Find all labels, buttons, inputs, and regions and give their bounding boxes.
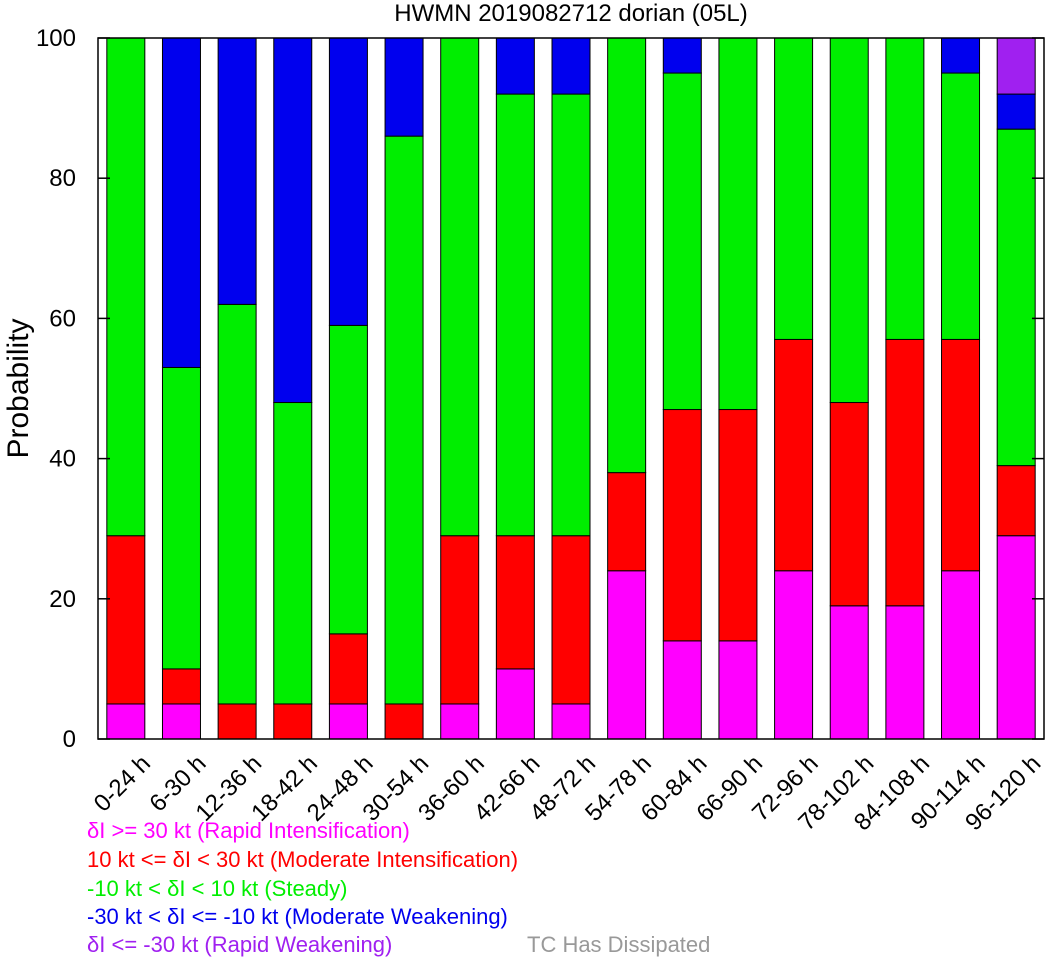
bar-segment [829, 605, 869, 740]
bar-segment [996, 93, 1036, 130]
bar-segment [774, 338, 814, 572]
legend-steady: -10 kt < δI < 10 kt (Steady) [87, 876, 348, 901]
legend-moderate-intensification: 10 kt <= δI < 30 kt (Moderate Intensific… [87, 847, 519, 872]
bar-segment [217, 703, 257, 740]
bar-segment [106, 703, 146, 740]
y-tick-label: 80 [49, 165, 76, 192]
bar-segment [662, 37, 702, 74]
bar-segment [718, 640, 758, 740]
bar-segment [495, 93, 535, 537]
bar-segment [551, 703, 591, 740]
bar-segment [996, 128, 1036, 467]
bar-segment [885, 37, 925, 340]
bar-segment [829, 37, 869, 404]
y-tick-label: 100 [36, 25, 76, 52]
bar-segment [662, 72, 702, 411]
bar-segment [328, 324, 368, 635]
legend-rapid-weakening: δI <= -30 kt (Rapid Weakening) [87, 932, 393, 957]
plot-frame [97, 37, 1045, 740]
y-tick-label: 0 [63, 726, 76, 753]
bar-segment [328, 37, 368, 326]
bar-segment [161, 668, 201, 705]
bar-segment [941, 570, 981, 740]
y-tick-label: 20 [49, 586, 76, 613]
bar-segment [440, 535, 480, 705]
bar-segment [607, 37, 647, 474]
bar-segment [941, 338, 981, 572]
bar-segment [161, 366, 201, 670]
bar-segment [551, 37, 591, 95]
bar-segment [217, 303, 257, 705]
bar-segment [440, 37, 480, 537]
y-tick-label: 60 [49, 305, 76, 332]
bar-segment [996, 535, 1036, 740]
bar-segment [273, 703, 313, 740]
legend-moderate-weakening: -30 kt < δI <= -10 kt (Moderate Weakenin… [87, 904, 508, 929]
bar-segment [941, 72, 981, 340]
bar-segment [273, 402, 313, 705]
bar-segment [551, 535, 591, 705]
bar-segment [718, 37, 758, 411]
bar-segment [774, 570, 814, 740]
legend-tc-dissipated: TC Has Dissipated [527, 932, 711, 957]
bar-segment [662, 409, 702, 642]
bar-segment [829, 402, 869, 607]
bar-segment [106, 535, 146, 705]
bar-segment [273, 37, 313, 404]
bar-segment [328, 633, 368, 705]
bar-segment [384, 703, 424, 740]
bar-segment [161, 37, 201, 368]
bar-segment [941, 37, 981, 74]
bar-segment [662, 640, 702, 740]
bar-segment [495, 535, 535, 670]
bar-segment [495, 668, 535, 740]
bar-segment [328, 703, 368, 740]
bar-segment [607, 472, 647, 572]
legend-rapid-intensification: δI >= 30 kt (Rapid Intensification) [87, 818, 410, 843]
bar-segment [440, 703, 480, 740]
bar-segment [718, 409, 758, 642]
bar-segment [607, 570, 647, 740]
bar-segment [384, 135, 424, 705]
x-tick-label: 0-24 h [89, 750, 156, 817]
bar-segment [885, 605, 925, 740]
bar-segment [885, 338, 925, 607]
bar-segment [106, 37, 146, 537]
bar-segment [774, 37, 814, 340]
bar-segment [384, 37, 424, 137]
bar-segment [161, 703, 201, 740]
bar-segment [495, 37, 535, 95]
bar-segment [996, 37, 1036, 95]
y-axis-label: Probability [2, 318, 35, 458]
y-tick-label: 40 [49, 446, 76, 473]
chart-title: HWMN 2019082712 dorian (05L) [394, 0, 748, 27]
bar-segment [217, 37, 257, 305]
bar-segment [996, 465, 1036, 537]
bar-segment [551, 93, 591, 537]
